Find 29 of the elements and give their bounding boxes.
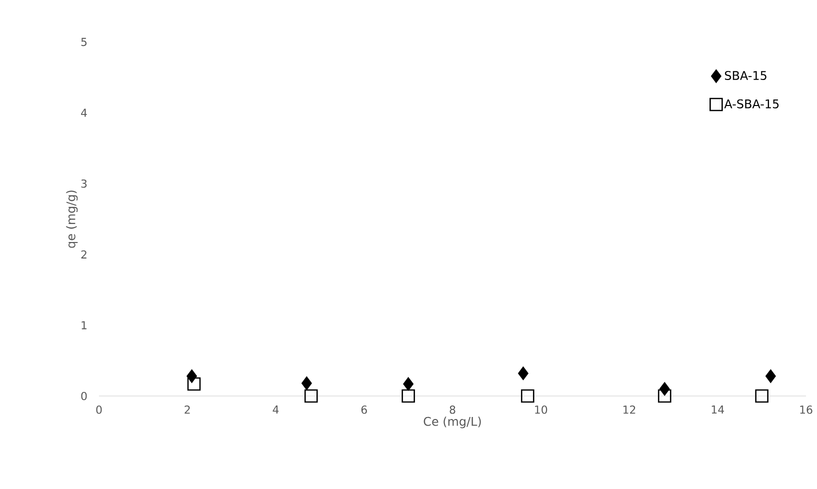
point bbox=[755, 389, 768, 403]
x-axis-title: Ce (mg/L) bbox=[424, 416, 481, 428]
x-tick-label: 2 bbox=[184, 406, 190, 414]
y-tick-label: 0 bbox=[81, 392, 87, 400]
y-tick-label: 1 bbox=[82, 321, 86, 330]
x-tick-label: 14 bbox=[712, 406, 724, 414]
y-axis-title: qe (mg/g) bbox=[66, 190, 78, 248]
y-tick-label: 4 bbox=[81, 108, 87, 117]
x-tick-label: 6 bbox=[361, 406, 367, 414]
x-tick-label: 4 bbox=[272, 406, 279, 414]
point bbox=[302, 376, 312, 390]
point bbox=[658, 389, 672, 403]
point bbox=[766, 370, 776, 383]
y-tick-label: 2 bbox=[81, 250, 86, 258]
x-tick-label: 12 bbox=[623, 406, 636, 414]
point bbox=[403, 377, 414, 391]
y-tick-label: 3 bbox=[81, 179, 87, 188]
point bbox=[187, 377, 201, 391]
legend-label: SBA-15 bbox=[724, 70, 766, 80]
y-tick-label: 5 bbox=[81, 38, 87, 46]
x-tick-label: 16 bbox=[800, 406, 812, 414]
point bbox=[518, 366, 528, 380]
x-tick-label: 10 bbox=[535, 406, 548, 414]
point bbox=[402, 389, 415, 403]
x-tick-label: 0 bbox=[96, 406, 102, 414]
point bbox=[520, 389, 534, 403]
x-tick-label: 8 bbox=[450, 406, 456, 414]
point bbox=[304, 389, 318, 403]
legend-label: A-SBA-15 bbox=[724, 99, 779, 108]
